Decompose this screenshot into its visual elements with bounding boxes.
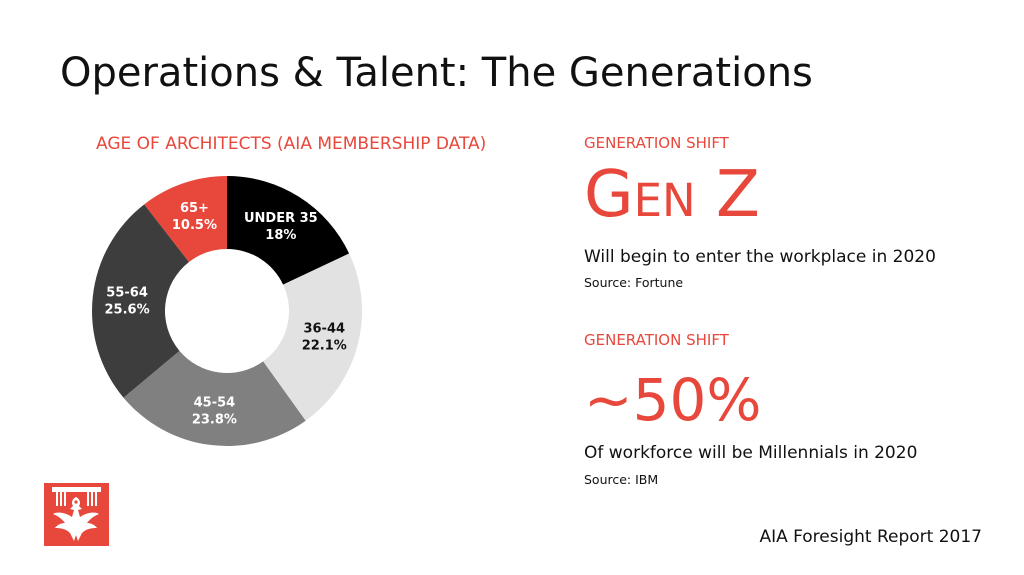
- stat-2-kicker: GENERATION SHIFT: [584, 331, 729, 349]
- donut-value-label: 23.8%: [192, 413, 237, 428]
- stat-2-headline: ~50%: [584, 366, 762, 434]
- donut-value-label: 22.1%: [302, 338, 347, 353]
- donut-slice-36-44: [263, 253, 362, 421]
- donut-value-label: 25.6%: [105, 302, 150, 317]
- stat-1-source: Source: Fortune: [584, 275, 684, 290]
- donut-value-label: 10.5%: [172, 218, 217, 233]
- donut-slice-55-64: [92, 204, 189, 398]
- donut-value-label: 18%: [265, 228, 296, 243]
- slide-title: Operations & Talent: The Generations: [60, 50, 813, 96]
- donut-slice-under-35: [227, 176, 350, 285]
- donut-category-label: 36-44: [303, 321, 345, 336]
- donut-category-label: 65+: [180, 201, 209, 216]
- chart-title: AGE OF ARCHITECTS (AIA MEMBERSHIP DATA): [96, 134, 487, 154]
- stat-1-headline: Gen Z: [584, 158, 760, 232]
- stat-1-kicker: GENERATION SHIFT: [584, 134, 729, 152]
- footer-citation: AIA Foresight Report 2017: [759, 527, 982, 547]
- donut-category-label: UNDER 35: [244, 211, 318, 226]
- stat-2-source: Source: IBM: [584, 472, 659, 487]
- donut-category-label: 55-64: [106, 285, 148, 300]
- donut-slice-65-: [144, 176, 227, 263]
- donut-category-label: 45-54: [194, 396, 236, 411]
- aia-eagle-icon: [52, 487, 101, 541]
- stat-1-description: Will begin to enter the workplace in 202…: [584, 247, 936, 267]
- stat-2-description: Of workforce will be Millennials in 2020: [584, 443, 918, 463]
- aia-logo: [44, 483, 109, 546]
- donut-slice-45-54: [123, 350, 306, 446]
